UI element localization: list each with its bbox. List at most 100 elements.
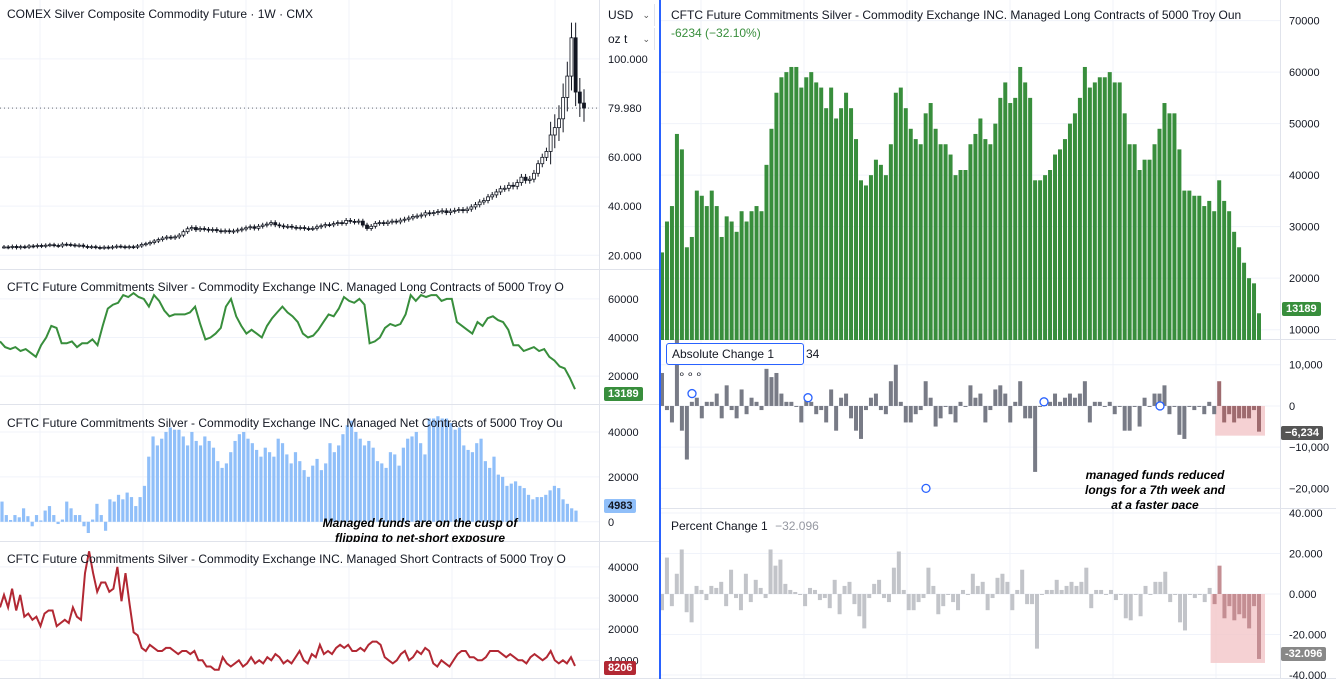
pct-tick: 0.000 — [1289, 589, 1317, 601]
abs-bar — [854, 405, 859, 431]
net-bar — [203, 436, 207, 522]
abs-bar — [1187, 405, 1192, 407]
pct-bar — [862, 594, 867, 629]
rlong-bar — [878, 164, 883, 340]
price-candle — [548, 134, 553, 152]
rlong-bar — [893, 92, 898, 340]
price-candle — [52, 244, 56, 247]
pct-bar — [1148, 594, 1153, 595]
pct-bar — [1192, 594, 1197, 599]
price-candle — [39, 245, 44, 247]
net-bar — [151, 436, 155, 522]
net-chart[interactable]: 40000 20000 0 — [0, 405, 659, 542]
abs-bar — [948, 405, 953, 415]
net-bar — [501, 476, 505, 522]
pct-bar — [832, 579, 837, 594]
long-last-label: 13189 — [604, 387, 643, 401]
price-candle — [315, 226, 319, 229]
rlong-bar — [873, 159, 878, 340]
net-bar — [121, 499, 125, 522]
pct-bar — [1104, 594, 1109, 595]
abs-bar — [1087, 405, 1092, 423]
net-bar — [410, 436, 414, 522]
rlong-bar — [953, 175, 958, 340]
price-candle — [377, 222, 382, 225]
price-candle — [331, 223, 336, 226]
net-pane[interactable]: 40000 20000 0 CFTC Future Commitments Silv… — [0, 405, 659, 542]
price-chart[interactable]: 100.000 79.980 60.000 40.000 20.000 — [0, 0, 659, 270]
net-bar — [302, 470, 306, 522]
price-candle — [102, 246, 107, 249]
abs-annotation-line1: managed funds reduced — [1085, 468, 1225, 482]
pct-bar — [729, 569, 734, 594]
rlong-bar — [998, 97, 1003, 340]
rlong-bar — [719, 236, 724, 340]
right-long-pane[interactable]: 70000 60000 50000 40000 30000 20000 10000 CFTC… — [661, 0, 1336, 340]
price-candle — [436, 211, 440, 213]
rlong-bar — [819, 87, 824, 340]
pct-bar — [901, 589, 906, 594]
layout-divider[interactable] — [659, 0, 661, 679]
net-bar — [319, 470, 323, 522]
pct-change-chart[interactable]: 40.000 20.000 0.000 -20.000 -40.000 — [661, 509, 1336, 679]
pct-bar — [1020, 569, 1025, 594]
long-pane[interactable]: 60000 40000 20000 CFTC Future Commitments … — [0, 270, 659, 405]
rlong-bar — [948, 154, 953, 340]
price-candle — [356, 220, 361, 223]
pct-change-pane[interactable]: 40.000 20.000 0.000 -20.000 -40.000 Percent … — [661, 509, 1336, 679]
net-bar — [475, 443, 479, 522]
rlong-bar — [883, 175, 888, 340]
abs-bar — [844, 393, 849, 406]
rlong-bar — [943, 144, 948, 340]
pct-bar — [1025, 594, 1030, 605]
pct-bar — [1005, 581, 1010, 594]
net-tick: 20000 — [608, 472, 639, 484]
abs-change-pane[interactable]: 10,000 0 −10,000 −20,000 −6,234 managed fun… — [661, 340, 1336, 509]
net-bar — [207, 440, 211, 522]
abs-bar — [1033, 405, 1038, 472]
price-candle — [348, 220, 353, 222]
net-annotation-line1: Managed funds are on the cusp of — [322, 516, 518, 530]
abs-bar — [933, 405, 938, 427]
abs-legend-box[interactable]: Absolute Change 1 ∘∘∘ — [666, 343, 804, 381]
drawing-handle-icon — [803, 393, 813, 403]
abs-bar — [978, 393, 983, 406]
rlong-bar — [729, 221, 734, 340]
net-bar — [375, 461, 380, 522]
rlong-bar — [744, 221, 749, 340]
price-candle — [427, 212, 432, 215]
net-bar — [255, 449, 259, 522]
price-pane[interactable]: 100.000 79.980 60.000 40.000 20.000 COMEX Si… — [0, 0, 659, 270]
net-bar — [116, 494, 121, 522]
price-candle — [273, 222, 278, 226]
pct-bar — [931, 585, 936, 594]
net-bar — [505, 485, 509, 522]
price-candle — [60, 243, 65, 247]
rlong-tick: 20000 — [1289, 273, 1320, 285]
abs-bar — [674, 340, 679, 406]
rlong-bar — [1152, 144, 1157, 340]
drawing-handle-icon — [1155, 401, 1165, 411]
abs-bar — [1177, 405, 1182, 435]
abs-change-chart[interactable]: 10,000 0 −10,000 −20,000 — [661, 340, 1336, 509]
currency-select[interactable]: USD ⌄ — [603, 4, 655, 26]
net-bar — [419, 443, 423, 522]
unit-select[interactable]: oz t ⌄ — [603, 28, 655, 50]
pct-bar — [1044, 589, 1049, 594]
abs-bar — [834, 405, 839, 431]
abs-bar — [1172, 405, 1177, 407]
abs-bar — [789, 401, 794, 406]
abs-bar — [1252, 405, 1257, 411]
pct-bar — [1163, 571, 1168, 594]
net-bar — [362, 445, 367, 522]
right-long-chart[interactable]: 70000 60000 50000 40000 30000 20000 10000 — [661, 0, 1336, 340]
rlong-bar — [804, 77, 809, 340]
price-candle — [582, 102, 586, 109]
more-icon[interactable]: ∘∘∘ — [678, 367, 704, 381]
rlong-bar — [1192, 195, 1197, 340]
pct-bar — [1015, 589, 1020, 594]
price-candle — [131, 246, 136, 249]
pct-bar — [798, 594, 803, 595]
long-chart[interactable]: 60000 40000 20000 — [0, 270, 659, 405]
